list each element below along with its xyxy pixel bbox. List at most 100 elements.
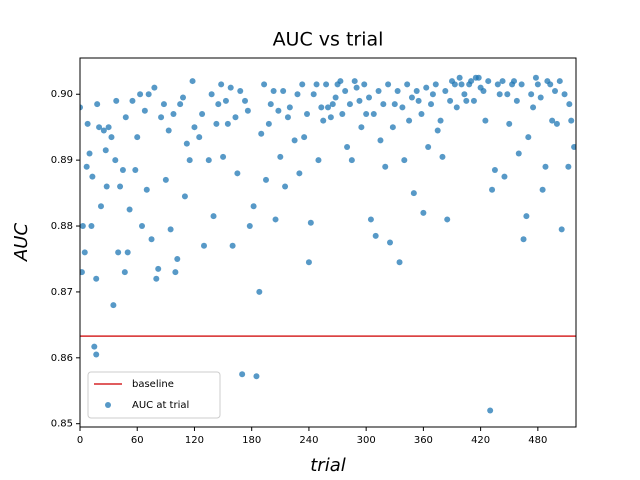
point [480,87,487,94]
point [537,94,544,101]
x-axis-label: trial [310,455,346,476]
point [494,81,501,88]
point [418,111,425,118]
point [153,275,160,282]
point [561,91,568,98]
point [102,147,109,154]
y-tick-label: 0.89 [51,155,73,166]
x-tick-label: 0 [77,435,83,446]
point [242,97,249,104]
point [466,81,473,88]
point [100,127,107,134]
point [539,186,546,193]
point [461,91,468,98]
point [167,226,174,233]
point [463,97,470,104]
point [534,81,541,88]
point [420,209,427,216]
x-tick-label: 60 [131,435,144,446]
point [437,117,444,124]
point [232,114,239,121]
point [267,101,274,108]
point [513,97,520,104]
point [547,81,554,88]
point [91,343,98,350]
point [396,259,403,266]
point [277,153,284,160]
point [141,107,148,114]
point [280,87,287,94]
point [250,203,257,210]
point [162,176,169,183]
point [253,373,260,380]
point [215,101,222,108]
point [442,87,449,94]
point [525,134,532,141]
y-axis-label: AUC [11,223,32,262]
point [244,107,251,114]
point [358,124,365,131]
point [299,81,306,88]
point [258,130,265,137]
point [174,255,181,262]
point [143,186,150,193]
point [528,91,535,98]
point [518,81,525,88]
point [501,173,508,180]
point [566,101,573,108]
point [246,223,253,230]
point [286,104,293,111]
point [356,97,363,104]
point [425,143,432,150]
point [451,81,458,88]
point [553,120,560,127]
point [134,134,141,141]
point [84,120,91,127]
point [199,111,206,118]
point [377,137,384,144]
axes-frame [79,57,577,428]
point [342,87,349,94]
point [429,91,436,98]
point [549,117,556,124]
point [165,127,172,134]
plot-area [80,74,576,414]
point [565,163,572,170]
point [261,81,268,88]
x-tick-label: 300 [357,435,376,446]
point [180,94,187,101]
point [348,157,355,164]
point [86,150,93,157]
point [272,216,279,223]
point [482,117,489,124]
y-tick-label: 0.85 [51,419,73,430]
point [296,170,303,177]
point [344,143,351,150]
point [291,137,298,144]
point [158,114,165,121]
point [270,87,277,94]
point [372,232,379,239]
point [558,226,565,233]
point [444,216,451,223]
point [112,157,119,164]
point [556,78,563,85]
point [80,223,86,230]
point [218,81,225,88]
point [132,167,139,174]
point [256,288,263,295]
point [434,127,441,134]
point [339,111,346,118]
point [408,94,415,101]
point [413,87,420,94]
point [380,101,387,108]
point [415,97,422,104]
point [139,223,145,230]
point [196,134,203,141]
point [80,269,85,276]
y-tick-label: 0.90 [51,89,73,100]
point [263,176,269,183]
point [151,84,158,91]
point [410,190,417,197]
point [542,163,549,170]
